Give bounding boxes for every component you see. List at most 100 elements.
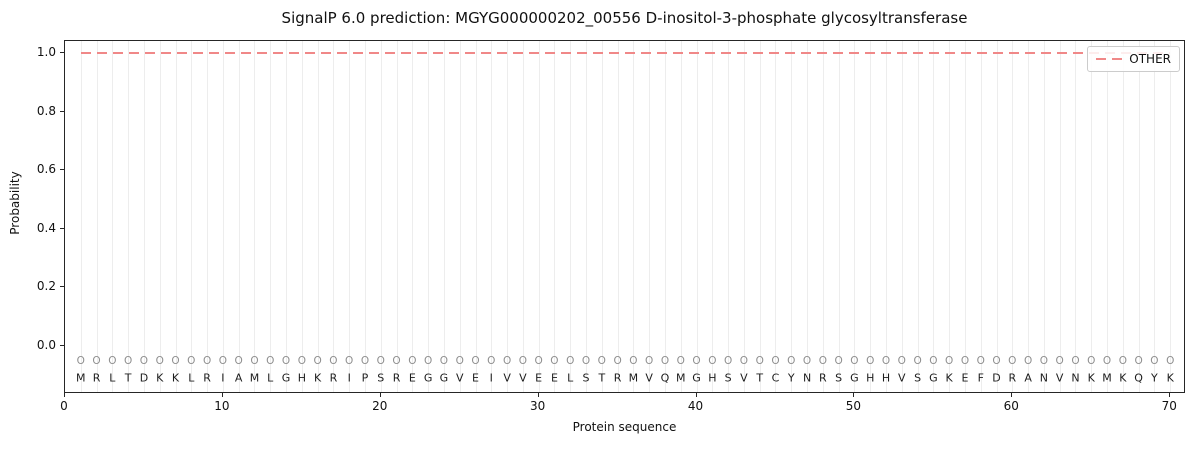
annotation-char: O xyxy=(518,354,527,367)
residue-letter: D xyxy=(139,371,149,385)
x-tick-mark xyxy=(64,393,65,397)
gridline xyxy=(270,41,272,392)
residue-letter: R xyxy=(329,371,338,385)
residue-letter: K xyxy=(1087,371,1095,385)
gridline xyxy=(649,41,651,392)
residue-letter: M xyxy=(676,371,686,385)
gridline xyxy=(317,41,319,392)
annotation-char: O xyxy=(913,354,922,367)
residue-letter: L xyxy=(109,371,116,385)
residue-letter: V xyxy=(503,371,511,385)
residue-letter: V xyxy=(1055,371,1064,385)
residue-letter: V xyxy=(455,371,464,385)
annotation-char: O xyxy=(1150,354,1159,367)
annotation-char: O xyxy=(313,354,322,367)
gridline xyxy=(380,41,382,392)
gridline xyxy=(396,41,398,392)
residue-letter: E xyxy=(408,371,416,385)
residue-letter: N xyxy=(802,371,812,385)
residue-letter: E xyxy=(472,371,479,385)
residue-letter: G xyxy=(281,371,291,385)
gridline xyxy=(507,41,509,392)
gridline xyxy=(175,41,177,392)
gridline xyxy=(475,41,477,392)
gridline xyxy=(364,41,366,392)
annotation-char: O xyxy=(202,354,212,367)
gridline xyxy=(791,41,793,392)
annotation-char: O xyxy=(108,354,117,367)
annotation-char: O xyxy=(155,354,164,367)
gridline xyxy=(1043,41,1045,392)
gridline xyxy=(712,41,714,392)
residue-letter: A xyxy=(1024,371,1032,385)
gridline xyxy=(696,41,698,392)
gridline xyxy=(1059,41,1061,392)
y-tick-mark xyxy=(60,286,64,288)
residue-letter: S xyxy=(377,371,385,385)
annotation-char: O xyxy=(676,354,685,367)
residue-letter: R xyxy=(92,371,101,385)
residue-letter: S xyxy=(835,371,843,385)
residue-letter: I xyxy=(221,371,225,385)
annotation-char: O xyxy=(392,354,401,367)
annotation-char: O xyxy=(471,354,480,367)
x-tick-label: 30 xyxy=(530,399,546,413)
residue-letter: G xyxy=(439,371,449,385)
x-axis-label: Protein sequence xyxy=(572,420,677,434)
y-tick-label: 1.0 xyxy=(36,45,56,59)
residue-letter: V xyxy=(645,371,653,385)
annotation-char: O xyxy=(929,354,938,367)
y-tick-label: 0.8 xyxy=(36,103,56,118)
gridline xyxy=(964,41,966,392)
annotation-char: O xyxy=(1118,354,1127,367)
residue-letter: D xyxy=(992,371,1001,385)
gridline xyxy=(159,41,161,392)
annotation-char: O xyxy=(1023,354,1033,367)
residue-letter: L xyxy=(267,371,274,385)
gridline xyxy=(743,41,745,392)
x-tick-mark xyxy=(1011,393,1013,397)
gridline xyxy=(886,41,887,392)
annotation-char: O xyxy=(345,354,354,367)
legend: OTHER xyxy=(1087,46,1180,72)
legend-label: OTHER xyxy=(1129,52,1171,66)
gridline xyxy=(570,41,572,392)
annotation-char: O xyxy=(1087,354,1096,367)
residue-letter: S xyxy=(724,371,732,385)
gridline xyxy=(238,41,240,392)
x-tick-label: 10 xyxy=(214,399,230,413)
residue-letter: R xyxy=(1008,371,1017,385)
annotation-char: O xyxy=(866,354,875,367)
y-tick-mark xyxy=(60,227,64,229)
gridline xyxy=(1107,41,1109,392)
gridline xyxy=(301,41,303,392)
annotation-char: O xyxy=(550,354,559,367)
gridline xyxy=(664,41,666,392)
annotation-char: O xyxy=(281,354,291,367)
gridline xyxy=(333,41,335,392)
gridline xyxy=(80,41,82,392)
residue-letter: M xyxy=(1102,371,1112,385)
residue-letter: V xyxy=(519,371,527,385)
annotation-char: O xyxy=(329,354,338,367)
annotation-char: O xyxy=(818,354,827,367)
annotation-char: O xyxy=(376,354,385,367)
annotation-char: O xyxy=(645,354,654,367)
residue-letter: N xyxy=(1071,371,1080,385)
gridline xyxy=(586,41,588,392)
residue-letter: L xyxy=(188,371,195,385)
gridline xyxy=(412,41,414,392)
residue-letter: M xyxy=(628,371,639,385)
gridline xyxy=(286,41,288,392)
residue-letter: V xyxy=(740,371,748,385)
residue-letter: E xyxy=(550,371,558,385)
gridline xyxy=(1091,41,1093,392)
gridline xyxy=(822,41,824,392)
annotation-char: O xyxy=(881,354,891,367)
annotation-char: O xyxy=(692,354,701,367)
residue-letter: K xyxy=(945,371,953,385)
residue-letter: K xyxy=(1166,371,1174,385)
annotation-char: O xyxy=(723,354,733,367)
gridline xyxy=(1028,41,1030,392)
